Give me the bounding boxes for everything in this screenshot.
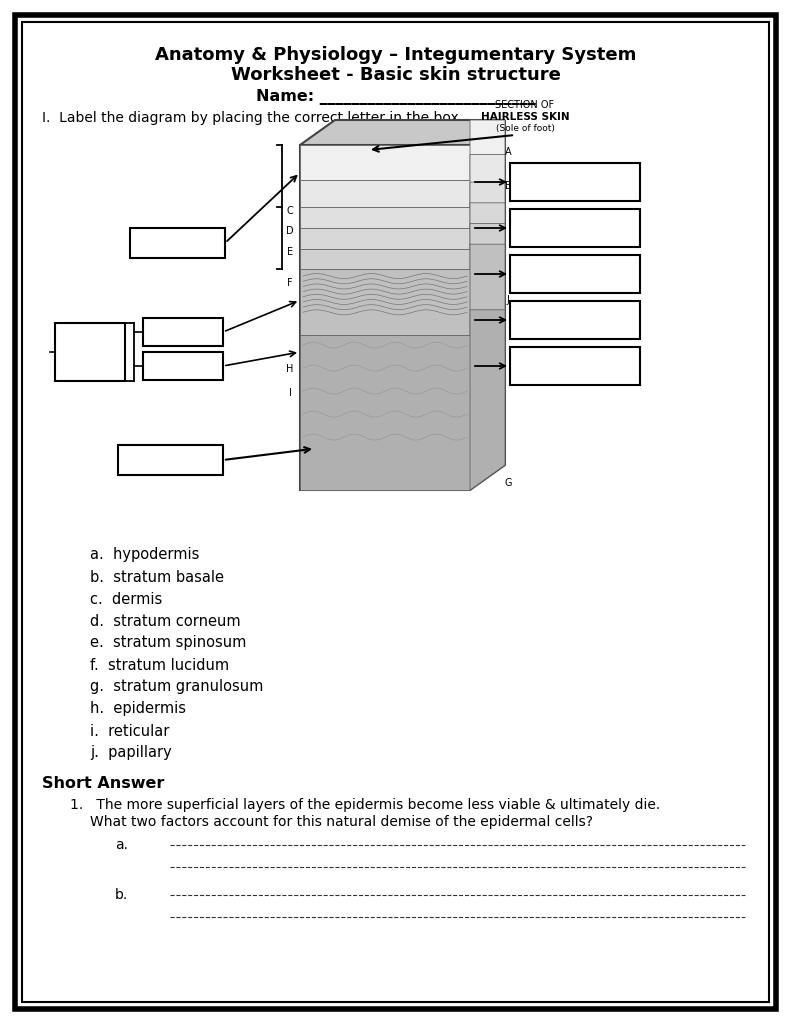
Text: G: G: [504, 478, 512, 488]
Bar: [510, 209, 640, 247]
Bar: [300, 145, 470, 490]
Text: I: I: [289, 388, 291, 398]
Text: B: B: [505, 181, 511, 191]
Text: j.  papillary: j. papillary: [90, 745, 172, 761]
Text: SECTION OF: SECTION OF: [495, 100, 554, 110]
Text: a.: a.: [115, 838, 128, 852]
Text: J: J: [506, 295, 509, 305]
Polygon shape: [470, 155, 505, 207]
Bar: [300, 249, 470, 269]
Text: c.  dermis: c. dermis: [90, 592, 162, 606]
Text: i.  reticular: i. reticular: [90, 724, 169, 738]
Text: F: F: [287, 278, 293, 288]
Bar: [118, 445, 223, 475]
Text: d.  stratum corneum: d. stratum corneum: [90, 613, 240, 629]
Polygon shape: [470, 120, 505, 179]
Text: g.  stratum granulosum: g. stratum granulosum: [90, 680, 263, 694]
Text: C: C: [286, 206, 293, 215]
Text: Name: ___________________________: Name: ___________________________: [255, 89, 536, 105]
Text: f.  stratum lucidum: f. stratum lucidum: [90, 657, 229, 673]
Bar: [55, 323, 125, 381]
Text: Worksheet - Basic skin structure: Worksheet - Basic skin structure: [230, 66, 561, 84]
Text: HAIRLESS SKIN: HAIRLESS SKIN: [481, 112, 570, 122]
Text: 1.   The more superficial layers of the epidermis become less viable & ultimatel: 1. The more superficial layers of the ep…: [70, 798, 660, 812]
Polygon shape: [470, 244, 505, 335]
Text: Short Answer: Short Answer: [42, 775, 165, 791]
Polygon shape: [470, 120, 505, 490]
Bar: [130, 228, 225, 258]
Polygon shape: [470, 182, 505, 227]
Polygon shape: [470, 309, 505, 490]
Bar: [510, 301, 640, 339]
Text: D: D: [286, 226, 293, 237]
Bar: [300, 145, 470, 179]
Polygon shape: [300, 120, 505, 145]
Text: h.  epidermis: h. epidermis: [90, 701, 186, 717]
Bar: [300, 179, 470, 207]
Bar: [510, 255, 640, 293]
Polygon shape: [470, 223, 505, 269]
Bar: [300, 227, 470, 249]
Text: (Sole of foot): (Sole of foot): [496, 124, 554, 132]
Text: b.: b.: [115, 888, 128, 902]
Text: I.  Label the diagram by placing the correct letter in the box: I. Label the diagram by placing the corr…: [42, 111, 459, 125]
Polygon shape: [470, 203, 505, 249]
Bar: [510, 347, 640, 385]
Text: e.  stratum spinosum: e. stratum spinosum: [90, 636, 246, 650]
Text: E: E: [287, 247, 293, 257]
Bar: [143, 352, 223, 380]
Text: H: H: [286, 365, 293, 374]
Text: b.  stratum basale: b. stratum basale: [90, 569, 224, 585]
Bar: [300, 269, 470, 335]
Text: What two factors account for this natural demise of the epidermal cells?: What two factors account for this natura…: [90, 815, 593, 829]
Bar: [510, 163, 640, 201]
Bar: [143, 318, 223, 346]
Text: a.  hypodermis: a. hypodermis: [90, 548, 199, 562]
Bar: [300, 207, 470, 227]
Bar: [300, 335, 470, 490]
Text: A: A: [505, 146, 511, 157]
Text: Anatomy & Physiology – Integumentary System: Anatomy & Physiology – Integumentary Sys…: [155, 46, 636, 63]
